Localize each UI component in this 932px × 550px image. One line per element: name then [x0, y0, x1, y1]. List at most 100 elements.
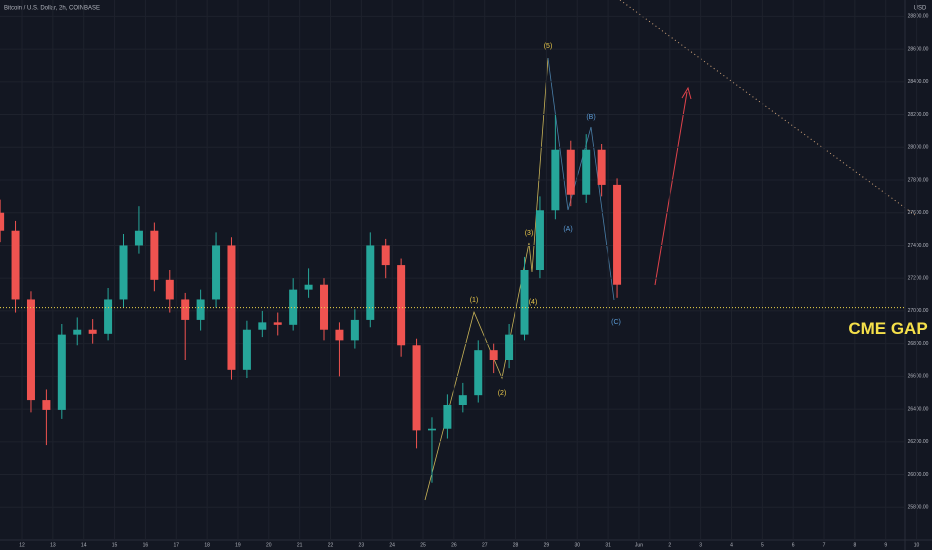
x-tick-label: 16 — [143, 542, 149, 548]
candle-body — [242, 329, 251, 370]
y-tick-label: 28800.00 — [908, 14, 929, 20]
y-tick-label: 27400.00 — [908, 243, 929, 249]
y-tick-label: 27200.00 — [908, 276, 929, 282]
y-tick-label: 27600.00 — [908, 210, 929, 216]
candle-body — [366, 245, 375, 320]
x-tick-label: Jun — [635, 542, 643, 548]
x-tick-label: 7 — [823, 542, 826, 548]
candle-body — [119, 245, 128, 300]
candle-body — [335, 329, 344, 341]
x-tick-label: 6 — [792, 542, 795, 548]
gap-label: CME GAP — [848, 319, 927, 338]
candle-body — [582, 149, 591, 195]
y-tick-label: 27000.00 — [908, 308, 929, 314]
x-tick-label: 28 — [513, 542, 519, 548]
y-tick-label: 28200.00 — [908, 112, 929, 118]
candle-body — [88, 329, 97, 334]
x-tick-label: 3 — [699, 542, 702, 548]
candle-body — [535, 210, 544, 270]
candle-body — [181, 299, 190, 320]
x-tick-label: 12 — [19, 542, 25, 548]
candle-body — [613, 184, 622, 285]
x-tick-label: 19 — [235, 542, 241, 548]
impulse-wave — [424, 57, 549, 501]
candle-body — [134, 230, 143, 246]
y-tick-label: 28600.00 — [908, 46, 929, 52]
candle-body — [11, 230, 20, 300]
y-tick-label: 26600.00 — [908, 374, 929, 380]
x-tick-label: 22 — [328, 542, 334, 548]
candle-body — [258, 322, 267, 330]
x-tick-label: 24 — [389, 542, 395, 548]
y-tick-label: 25800.00 — [908, 505, 929, 511]
x-tick-label: 25 — [420, 542, 426, 548]
wave-label: (2) — [498, 390, 507, 397]
x-tick-label: 23 — [359, 542, 365, 548]
candle-body — [0, 212, 5, 231]
candle-body — [212, 245, 221, 300]
x-tick-label: 18 — [204, 542, 210, 548]
x-tick-label: 15 — [112, 542, 118, 548]
candle-body — [196, 299, 205, 320]
candle-body — [304, 284, 313, 290]
arrow-head — [681, 86, 692, 100]
candle-body — [150, 230, 159, 280]
wave-label: (A) — [563, 226, 572, 233]
y-tick-label: 26200.00 — [908, 439, 929, 445]
wave-label: (B) — [586, 114, 595, 121]
candle-body — [73, 329, 82, 335]
x-tick-label: 10 — [914, 542, 920, 548]
y-tick-label: 26000.00 — [908, 472, 929, 478]
wave-label: (1) — [470, 297, 479, 304]
x-tick-label: 8 — [853, 542, 856, 548]
candle-body — [26, 299, 35, 401]
x-tick-label: 2 — [668, 542, 671, 548]
wave-label: (4) — [529, 299, 538, 306]
candle-body — [474, 350, 483, 396]
x-tick-label: 5 — [761, 542, 764, 548]
x-tick-label: 13 — [50, 542, 56, 548]
x-tick-label: 14 — [81, 542, 87, 548]
correction-wave — [547, 57, 615, 301]
candle-body — [104, 299, 113, 334]
x-tick-label: 17 — [173, 542, 179, 548]
candle-body — [412, 345, 421, 431]
x-tick-label: 27 — [482, 542, 488, 548]
candle-body — [57, 334, 66, 410]
chart-title: Bitcoin / U.S. Dollar, 2h, COINBASE — [4, 6, 100, 12]
x-tick-label: 26 — [451, 542, 457, 548]
wave-label: (C) — [611, 319, 621, 326]
currency: USD — [914, 6, 927, 12]
trend-line — [619, 0, 916, 216]
candle-body — [443, 405, 452, 429]
candle-body — [397, 265, 406, 346]
candle-body — [165, 279, 174, 300]
x-tick-label: 20 — [266, 542, 272, 548]
x-tick-label: 4 — [730, 542, 733, 548]
candle-body — [289, 289, 298, 325]
candle-body — [458, 395, 467, 405]
y-tick-label: 27800.00 — [908, 177, 929, 183]
candle-body — [427, 428, 436, 431]
candle-body — [597, 149, 606, 185]
projection-arrow — [654, 91, 688, 286]
wave-label: (3) — [525, 230, 534, 237]
x-tick-label: 30 — [574, 542, 580, 548]
y-tick-label: 28000.00 — [908, 145, 929, 151]
candle-body — [381, 245, 390, 266]
candle-body — [505, 334, 514, 360]
candle-body — [551, 149, 560, 211]
candle-body — [350, 319, 359, 341]
x-tick-label: 31 — [605, 542, 611, 548]
x-tick-label: 29 — [544, 542, 550, 548]
candle-body — [273, 322, 282, 325]
y-tick-label: 26800.00 — [908, 341, 929, 347]
y-tick-label: 26400.00 — [908, 406, 929, 412]
y-tick-label: 28400.00 — [908, 79, 929, 85]
candle-body — [42, 400, 51, 410]
candle-body — [520, 270, 529, 335]
x-tick-label: 21 — [297, 542, 303, 548]
candle-body — [566, 149, 575, 195]
wave-label: (5) — [544, 43, 553, 50]
